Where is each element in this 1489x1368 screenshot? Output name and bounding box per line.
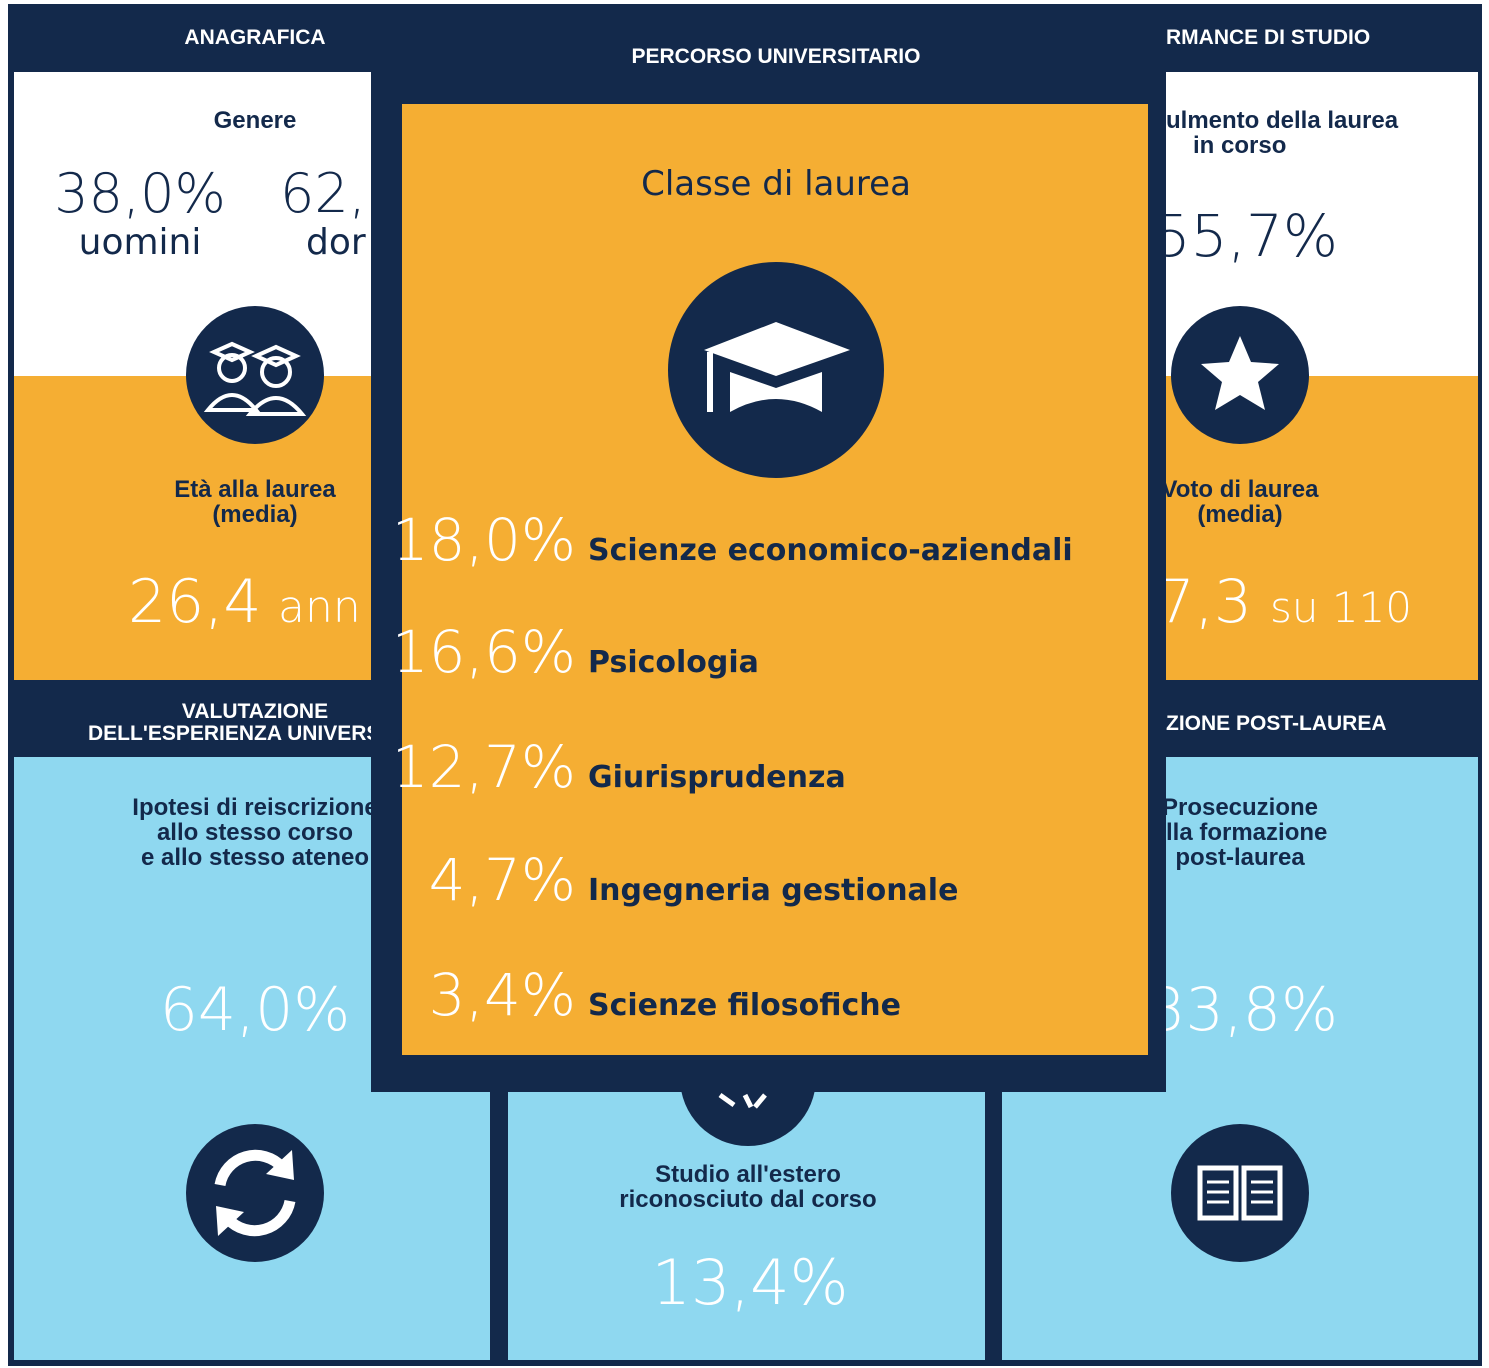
item-label: Scienze filosofiche xyxy=(588,988,901,1023)
section-header: RMANCE DI STUDIO xyxy=(1166,26,1370,49)
section-header: ZIONE POST-LAUREA xyxy=(1166,712,1387,735)
item-value: 16,6% xyxy=(392,618,576,686)
popup-subtitle: Classe di laurea xyxy=(641,164,911,204)
icon-circle xyxy=(1171,1124,1309,1262)
item-label: Scienze economico-aziendali xyxy=(588,533,1073,568)
section-header: ANAGRAFICA xyxy=(184,26,325,49)
refresh-arrows xyxy=(216,1150,294,1236)
star-icon xyxy=(1201,336,1279,410)
cap-icon xyxy=(730,372,822,412)
refresh-icon xyxy=(214,1149,296,1237)
label: in corso xyxy=(1193,132,1286,159)
item-value: 12,7% xyxy=(392,733,576,801)
item-label: Ingegneria gestionale xyxy=(588,873,958,908)
globe-icon xyxy=(718,1092,767,1109)
unit: ann xyxy=(278,582,361,633)
label: ella formazione xyxy=(1153,819,1328,846)
label: uomini xyxy=(79,222,202,263)
value: 62, xyxy=(280,162,366,225)
cap-icon xyxy=(704,322,850,376)
book-icon xyxy=(1197,1165,1283,1221)
value: 26,4 xyxy=(128,567,262,637)
popup-title: PERCORSO UNIVERSITARIO xyxy=(632,45,921,68)
label: Prosecuzione xyxy=(1162,794,1318,821)
section-header: VALUTAZIONE xyxy=(182,700,328,723)
value: 38,0% xyxy=(54,162,226,225)
label: (media) xyxy=(212,501,297,528)
value: 33,8% xyxy=(1147,975,1338,1045)
label: Studio all'estero xyxy=(655,1161,841,1188)
item-label: Giurisprudenza xyxy=(588,760,846,795)
label: (media) xyxy=(1197,501,1282,528)
item-label: Psicologia xyxy=(588,645,759,680)
label: post-laurea xyxy=(1175,844,1305,871)
graduates-icon xyxy=(203,341,307,416)
value: 13,4% xyxy=(652,1246,849,1319)
label: allo stesso corso xyxy=(157,819,353,846)
label: riconosciuto dal corso xyxy=(619,1186,876,1213)
item-value: 4,7% xyxy=(429,846,576,914)
value: 7,3 xyxy=(1157,567,1252,637)
item-value: 3,4% xyxy=(429,961,576,1029)
unit: su 110 xyxy=(1270,583,1412,632)
label: Età alla laurea xyxy=(174,476,336,503)
icon-circle xyxy=(186,306,324,444)
item-value: 18,0% xyxy=(392,506,576,574)
icon-circle xyxy=(186,1124,324,1262)
popup: PERCORSO UNIVERSITARIO Classe di laurea … xyxy=(371,14,1166,1092)
section-header: DELL'ESPERIENZA UNIVERSIT xyxy=(88,722,399,745)
label: Voto di laurea xyxy=(1162,476,1320,503)
label: Genere xyxy=(214,107,297,134)
label: Ipotesi di reiscrizione xyxy=(132,794,377,821)
value: 64,0% xyxy=(160,975,351,1045)
label: ulmento della laurea xyxy=(1166,107,1399,134)
label: dor xyxy=(306,222,366,263)
value: 55,7% xyxy=(1154,202,1338,270)
label: e allo stesso ateneo xyxy=(141,844,369,871)
